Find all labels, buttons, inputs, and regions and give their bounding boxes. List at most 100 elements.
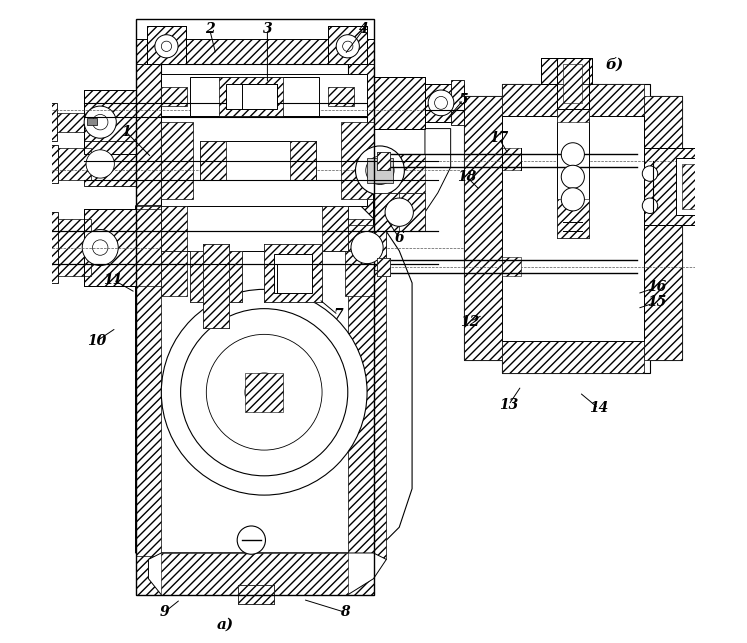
Bar xyxy=(502,341,644,373)
Bar xyxy=(84,90,136,154)
Bar xyxy=(348,219,386,559)
Bar xyxy=(374,193,399,231)
Bar xyxy=(84,141,136,186)
Bar xyxy=(425,84,464,122)
Bar xyxy=(161,206,348,251)
Bar xyxy=(274,254,312,293)
Polygon shape xyxy=(464,84,682,373)
Circle shape xyxy=(336,35,359,58)
Text: 2: 2 xyxy=(205,22,214,36)
Bar xyxy=(374,77,425,129)
Bar xyxy=(541,58,592,84)
Circle shape xyxy=(435,96,447,109)
Text: 1: 1 xyxy=(121,125,131,139)
Bar xyxy=(329,87,354,106)
Bar xyxy=(161,74,367,119)
Bar xyxy=(376,258,390,276)
Circle shape xyxy=(385,198,413,226)
Bar xyxy=(136,559,374,595)
Bar xyxy=(238,585,274,604)
Bar xyxy=(344,251,374,296)
Bar xyxy=(557,58,589,109)
Text: 7: 7 xyxy=(333,308,343,322)
Bar xyxy=(322,206,348,251)
Circle shape xyxy=(93,114,108,130)
Text: 5: 5 xyxy=(459,93,468,107)
Bar xyxy=(154,27,172,45)
Circle shape xyxy=(245,373,283,412)
Text: 8: 8 xyxy=(340,605,350,619)
Circle shape xyxy=(428,90,454,116)
Bar xyxy=(399,193,425,231)
Circle shape xyxy=(351,231,383,264)
Bar xyxy=(203,244,229,328)
Text: 14: 14 xyxy=(589,401,608,415)
Bar xyxy=(376,258,390,276)
Circle shape xyxy=(93,240,108,255)
Bar xyxy=(329,26,367,64)
Bar xyxy=(502,116,644,341)
Bar xyxy=(682,164,701,209)
Circle shape xyxy=(642,166,657,181)
Bar xyxy=(190,77,319,116)
Bar xyxy=(264,244,322,302)
Bar xyxy=(161,116,367,206)
Polygon shape xyxy=(136,206,412,553)
Circle shape xyxy=(561,165,584,188)
Bar xyxy=(46,145,58,183)
Bar xyxy=(226,84,277,109)
Bar xyxy=(563,64,583,103)
Bar xyxy=(219,77,283,116)
Bar xyxy=(376,152,390,170)
Bar xyxy=(147,26,186,64)
Bar xyxy=(190,251,242,302)
Bar xyxy=(136,64,161,559)
Bar xyxy=(502,148,521,170)
Bar xyxy=(161,122,193,199)
Bar xyxy=(161,251,187,296)
Circle shape xyxy=(343,41,353,51)
Circle shape xyxy=(561,188,584,211)
Bar xyxy=(190,251,242,302)
Bar xyxy=(58,219,90,276)
Polygon shape xyxy=(374,129,450,231)
Text: а): а) xyxy=(217,618,234,632)
Bar xyxy=(374,154,425,193)
Bar xyxy=(200,141,316,180)
Bar xyxy=(374,77,425,129)
Bar xyxy=(329,26,367,64)
Bar xyxy=(84,90,136,154)
Bar xyxy=(136,19,374,595)
Bar xyxy=(136,39,374,64)
Bar xyxy=(84,209,136,286)
Bar xyxy=(376,152,390,170)
Bar xyxy=(52,113,84,132)
Text: 12: 12 xyxy=(460,314,480,329)
Bar xyxy=(161,206,187,251)
Polygon shape xyxy=(149,553,386,595)
Text: 6: 6 xyxy=(394,231,404,245)
Bar xyxy=(338,27,356,45)
Bar xyxy=(238,585,274,604)
Circle shape xyxy=(366,156,394,185)
Bar xyxy=(348,64,374,559)
Bar xyxy=(161,553,348,595)
Circle shape xyxy=(86,150,114,178)
Circle shape xyxy=(561,143,584,166)
Text: 16: 16 xyxy=(647,280,666,294)
Text: 13: 13 xyxy=(499,398,518,412)
Bar xyxy=(200,141,226,180)
Bar xyxy=(136,206,161,559)
Bar xyxy=(464,96,502,360)
Text: 11: 11 xyxy=(104,273,123,287)
Text: 4: 4 xyxy=(359,22,369,36)
Bar xyxy=(161,87,187,106)
Text: б): б) xyxy=(606,57,624,71)
Bar xyxy=(557,199,589,238)
Circle shape xyxy=(155,35,178,58)
Bar xyxy=(502,257,521,276)
Text: 10: 10 xyxy=(87,334,107,348)
Circle shape xyxy=(161,289,367,495)
Bar xyxy=(161,64,348,559)
Bar xyxy=(136,556,374,595)
